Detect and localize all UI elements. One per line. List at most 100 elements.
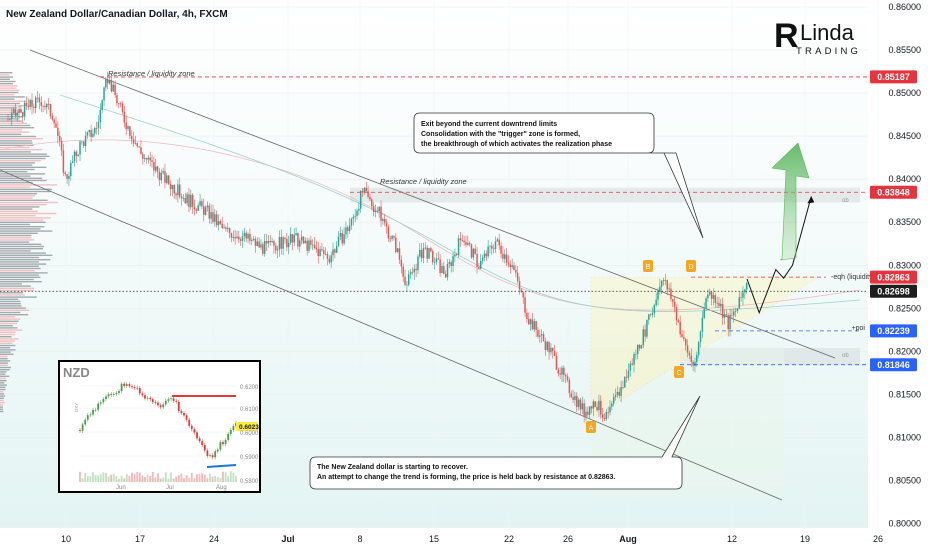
volume-profile-bar <box>0 118 19 120</box>
candle-body <box>522 292 524 298</box>
y-tick-label: 0.81500 <box>888 389 921 399</box>
candle-body <box>306 240 308 251</box>
candle-body <box>380 206 382 221</box>
volume-profile-bar <box>0 375 10 377</box>
candle-body <box>600 400 602 415</box>
candle-body <box>387 226 390 239</box>
candle-body <box>607 412 609 413</box>
candle-body <box>299 240 301 247</box>
volume-profile <box>0 72 58 413</box>
candle-body <box>140 147 142 154</box>
volume-profile-bar <box>0 226 45 228</box>
volume-profile-bar <box>0 197 33 199</box>
candle-body <box>31 100 33 107</box>
eqh-label: -eqh (liquidity) <box>831 274 875 281</box>
volume-profile-bar <box>0 285 31 287</box>
candle-body <box>535 321 537 331</box>
candle-body <box>479 260 482 269</box>
candle-body <box>516 272 519 282</box>
candle-body <box>62 150 65 173</box>
volume-profile-bar <box>0 111 25 113</box>
volume-profile-bar <box>0 399 4 402</box>
volume-profile-bar <box>0 256 39 259</box>
volume-profile-bar <box>0 371 7 373</box>
volume-profile-bar <box>0 384 7 386</box>
candle-body <box>378 206 380 212</box>
volume-profile-bar <box>0 278 34 281</box>
candle-body <box>33 106 35 108</box>
x-tick-label: 15 <box>429 534 439 544</box>
candle-body <box>419 249 421 257</box>
volume-profile-bar <box>0 377 6 380</box>
candle-body <box>417 256 419 271</box>
volume-profile-bar <box>0 201 58 204</box>
candle-body <box>369 197 371 200</box>
volume-profile-bar <box>0 316 16 318</box>
price-badge <box>870 185 917 199</box>
candle-body <box>263 241 266 254</box>
candle-body <box>68 176 70 179</box>
volume-profile-bar <box>0 157 46 160</box>
candle-body <box>22 112 24 117</box>
volume-profile-bar <box>0 215 36 217</box>
candle-body <box>302 236 305 244</box>
candle-body <box>151 160 153 162</box>
candle-body <box>468 242 471 245</box>
svg-text:R: R <box>774 17 799 55</box>
candle-body <box>415 268 417 271</box>
candle-body <box>590 406 593 409</box>
price-axis[interactable]: 0.86000 0.85500 0.85000 0.84500 0.84000 0.835… <box>888 2 921 529</box>
volume-profile-bar <box>0 276 41 278</box>
candle-body <box>118 103 120 104</box>
price-badge-label: 0.83848 <box>877 188 910 198</box>
candle-body <box>154 166 157 171</box>
volume-profile-bar <box>0 342 13 344</box>
candle-body <box>513 265 515 271</box>
volume-profile-bar <box>0 307 26 309</box>
candle-body <box>197 205 199 211</box>
candles <box>7 71 748 423</box>
candle-body <box>275 245 277 251</box>
volume-profile-bar <box>0 74 10 76</box>
candle-body <box>494 241 497 250</box>
volume-profile-bar <box>0 325 13 327</box>
point-c-marker: C <box>674 366 684 378</box>
candle-body <box>321 249 323 251</box>
candle-body <box>343 234 345 244</box>
candle-body <box>260 244 262 248</box>
volume-profile-bar <box>0 160 41 162</box>
candle-body <box>391 235 393 239</box>
volume-profile-bar <box>0 135 36 138</box>
inset-x-tick: Jun <box>116 485 126 491</box>
candle-body <box>502 253 504 259</box>
candle-body <box>251 239 253 241</box>
candle-body <box>221 223 223 229</box>
price-badge-label: 0.85187 <box>877 72 910 82</box>
candle-body <box>365 187 368 192</box>
candle-body <box>171 184 174 190</box>
projection-arrowhead <box>807 196 815 204</box>
candle-body <box>611 403 613 407</box>
inset-x-tick: Jul <box>166 485 174 491</box>
candle-body <box>324 253 327 255</box>
candle-body <box>46 103 48 108</box>
candle-body <box>223 227 225 229</box>
candle-body <box>736 308 739 311</box>
volume-profile-bar <box>0 80 16 83</box>
volume-profile-bar <box>0 87 17 89</box>
volume-profile-bar <box>0 221 46 223</box>
volume-profile-bar <box>0 333 15 336</box>
candle-body <box>105 79 107 88</box>
candle-body <box>729 314 731 330</box>
candle-body <box>592 401 595 409</box>
price-badge <box>870 358 917 372</box>
time-axis[interactable]: 10 17 24 Jul 8 15 22 26 Aug 12 19 26 <box>61 534 883 544</box>
candle-body <box>576 396 578 407</box>
candle-body <box>60 140 63 151</box>
candle-body <box>528 319 530 325</box>
volume-profile-bar <box>0 234 32 237</box>
candle-body <box>101 100 103 111</box>
candle-body <box>252 238 255 240</box>
price-badge-label: 0.81846 <box>877 360 910 370</box>
